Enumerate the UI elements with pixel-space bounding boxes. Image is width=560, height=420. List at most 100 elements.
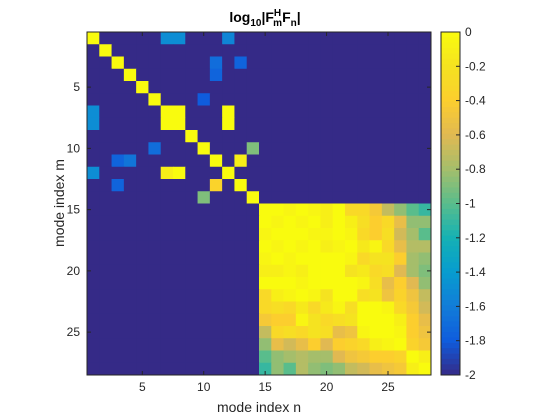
heatmap-cell — [271, 264, 284, 278]
heatmap-cell — [246, 68, 260, 82]
heatmap-cell — [136, 154, 149, 168]
heatmap-cell — [345, 81, 358, 94]
heatmap-cell — [320, 81, 334, 94]
heatmap-cell — [209, 68, 223, 82]
colorbar-swatch — [441, 176, 460, 183]
heatmap-cell — [345, 32, 358, 45]
heatmap-cell — [369, 166, 383, 180]
heatmap-cell — [185, 105, 198, 119]
heatmap-cell — [320, 44, 334, 57]
heatmap-cell — [222, 117, 235, 131]
heatmap-cell — [160, 93, 174, 106]
heatmap-cell — [234, 166, 248, 180]
x-axis-label: mode index n — [217, 399, 301, 415]
heatmap-cell — [123, 56, 137, 70]
heatmap-cell — [160, 326, 174, 339]
heatmap-cell — [222, 179, 235, 192]
heatmap-cell — [99, 277, 112, 290]
heatmap-cell — [111, 240, 125, 253]
heatmap-cell — [197, 130, 211, 143]
heatmap-cell — [320, 350, 334, 364]
heatmap-cell — [173, 338, 186, 351]
heatmap-cell — [271, 154, 284, 168]
heatmap-cell — [295, 338, 309, 351]
heatmap-cell — [418, 130, 432, 143]
heatmap-cell — [246, 313, 260, 327]
heatmap-cell — [394, 301, 407, 315]
heatmap-cell — [209, 203, 223, 217]
heatmap-cell — [136, 313, 149, 327]
heatmap-cell — [87, 240, 100, 253]
heatmap-cell — [185, 32, 198, 45]
heatmap-cell — [357, 68, 370, 82]
heatmap-cell — [136, 203, 149, 217]
heatmap-cell — [234, 154, 248, 168]
heatmap-cell — [209, 44, 223, 57]
heatmap-cell — [345, 179, 358, 192]
colorbar-swatch — [441, 69, 460, 76]
heatmap-cell — [123, 142, 137, 155]
heatmap-cell — [246, 289, 260, 302]
heatmap-cell — [345, 326, 358, 339]
heatmap-cell — [259, 130, 272, 143]
colorbar-swatch — [441, 198, 460, 204]
heatmap-cell — [259, 228, 272, 241]
heatmap-cell — [123, 203, 137, 217]
heatmap-cell — [123, 277, 137, 290]
heatmap-cell — [136, 215, 149, 229]
heatmap-cell — [345, 215, 358, 229]
heatmap-cell — [357, 117, 370, 131]
colorbar-swatch — [441, 267, 460, 274]
heatmap-cell — [320, 179, 334, 192]
heatmap-cell — [160, 338, 174, 351]
heatmap-cell — [222, 154, 235, 168]
colorbar-tick-label: -1.2 — [465, 231, 486, 245]
heatmap-cell — [283, 313, 297, 327]
heatmap-cell — [345, 130, 358, 143]
heatmap-cell — [381, 179, 395, 192]
colorbar-swatch — [441, 241, 460, 247]
heatmap-cell — [320, 68, 334, 82]
heatmap-cell — [111, 105, 125, 119]
heatmap-cell — [345, 191, 358, 204]
heatmap-cell — [87, 228, 100, 241]
colorbar-tick-label: -1.4 — [465, 265, 486, 279]
heatmap-cell — [185, 228, 198, 241]
heatmap-cell — [394, 32, 407, 45]
heatmap-cell — [283, 130, 297, 143]
heatmap-cell — [99, 142, 112, 155]
heatmap-cell — [418, 93, 432, 106]
heatmap-cell — [381, 130, 395, 143]
heatmap-cell — [271, 68, 284, 82]
heatmap-cell — [123, 362, 137, 376]
heatmap-cell — [271, 203, 284, 217]
heatmap-cell — [222, 81, 235, 94]
heatmap-cell — [418, 228, 432, 241]
heatmap-cell — [357, 252, 370, 266]
heatmap-cell — [185, 362, 198, 376]
heatmap-cell — [111, 166, 125, 180]
heatmap-cell — [357, 301, 370, 315]
heatmap-cell — [320, 338, 334, 351]
heatmap-cell — [136, 179, 149, 192]
heatmap-cell — [332, 240, 346, 253]
heatmap-cell — [332, 326, 346, 339]
heatmap-cell — [111, 130, 125, 143]
heatmap-cell — [345, 228, 358, 241]
heatmap-cell — [369, 154, 383, 168]
heatmap-cell — [197, 338, 211, 351]
x-axis-ticks: 5 10 15 20 25 — [139, 32, 395, 394]
heatmap-cell — [357, 130, 370, 143]
heatmap-cell — [222, 228, 235, 241]
heatmap-cell — [197, 301, 211, 315]
colorbar-swatch — [441, 192, 460, 199]
heatmap-cell — [123, 338, 137, 351]
heatmap-cell — [332, 93, 346, 106]
heatmap-cell — [295, 240, 309, 253]
heatmap-cell — [209, 105, 223, 119]
heatmap-cell — [185, 277, 198, 290]
heatmap-cell — [418, 277, 432, 290]
heatmap-cell — [197, 289, 211, 302]
heatmap-cell — [406, 252, 420, 266]
chart-title: log10|FH mFn| — [229, 8, 300, 29]
